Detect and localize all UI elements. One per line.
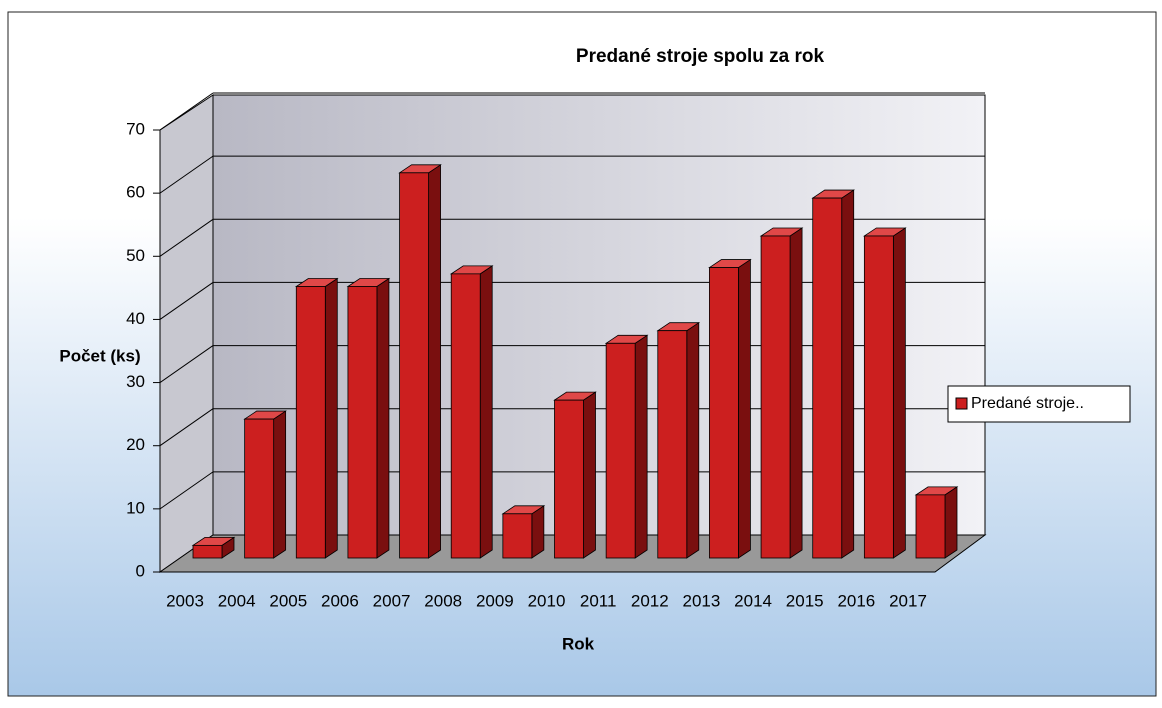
bar	[501, 505, 546, 559]
grid-line	[159, 345, 214, 383]
bar	[294, 277, 339, 559]
x-tick-label: 2014	[734, 591, 772, 610]
y-tick-label: 50	[126, 246, 145, 265]
bar-front	[502, 513, 533, 559]
bar-side	[376, 277, 390, 559]
x-tick-label: 2010	[528, 591, 566, 610]
bar	[656, 321, 701, 559]
x-tick-label: 2006	[321, 591, 359, 610]
grid-line	[159, 408, 214, 447]
legend-swatch	[955, 397, 968, 410]
bar-front	[915, 494, 946, 559]
chart-title: Predané stroje spolu za rok	[576, 46, 825, 67]
x-tick-label: 2011	[580, 591, 617, 610]
bar	[346, 277, 391, 559]
bar-front	[709, 267, 739, 559]
bar-front	[760, 235, 791, 559]
bar-front	[554, 399, 584, 559]
x-tick-label: 2012	[631, 591, 669, 610]
x-tick-label: 2017	[889, 591, 927, 610]
y-tick-label: 10	[126, 498, 145, 517]
x-tick-label: 2003	[166, 591, 204, 610]
grid-line	[159, 282, 214, 320]
legend-box	[947, 385, 1131, 423]
x-tick-label: 2013	[683, 591, 721, 610]
y-tick-label: 30	[126, 372, 145, 391]
bar-front	[812, 197, 843, 559]
bar	[811, 189, 856, 559]
bar-side	[428, 164, 441, 559]
bar-side	[944, 486, 958, 559]
x-tick-label: 2005	[269, 591, 307, 610]
bar-side	[273, 410, 287, 559]
bar-side	[324, 277, 338, 559]
x-tick-label: 2007	[373, 591, 411, 610]
bar-side	[634, 334, 648, 559]
bar	[604, 334, 649, 559]
bar-side	[686, 321, 700, 559]
bar	[191, 536, 236, 559]
x-tick-label: 2016	[837, 591, 875, 610]
bar	[398, 164, 442, 559]
x-axis-label: Rok	[562, 634, 595, 653]
bar	[759, 227, 804, 559]
grid-line	[159, 92, 214, 131]
bar-front	[657, 330, 688, 559]
y-tick-label: 60	[126, 183, 145, 202]
bar-front	[192, 544, 223, 559]
bar-side	[892, 227, 906, 559]
y-tick-label: 70	[126, 119, 145, 138]
x-tick-label: 2015	[786, 591, 824, 610]
y-tick-label: 0	[136, 561, 145, 580]
bar-side	[583, 391, 596, 559]
y-axis-label: Počet (ks)	[59, 346, 140, 365]
y-tick-label: 40	[126, 309, 145, 328]
x-tick-label: 2004	[218, 591, 256, 610]
y-tick-label: 20	[126, 435, 145, 454]
bar-front	[347, 286, 378, 559]
bar-front	[863, 235, 894, 559]
bar-side	[789, 227, 803, 559]
grid-line	[159, 155, 214, 194]
bar	[449, 265, 494, 559]
bar	[708, 258, 752, 559]
bar-front	[244, 418, 275, 559]
bar-side	[738, 258, 751, 559]
x-tick-label: 2008	[424, 591, 462, 610]
bar	[914, 486, 959, 559]
legend-label: Predané stroje..	[971, 395, 1084, 412]
bar-front	[605, 342, 636, 559]
bar-front	[399, 172, 429, 559]
bar-front	[295, 286, 326, 559]
bar-side	[531, 505, 545, 559]
grid-line	[159, 471, 214, 510]
bar-side	[479, 265, 493, 559]
grid-line	[159, 218, 214, 257]
bar-side	[841, 189, 855, 559]
bar-front	[450, 273, 481, 559]
bar	[553, 391, 597, 559]
side-wall	[159, 94, 214, 573]
bar	[863, 227, 907, 559]
x-tick-label: 2009	[476, 591, 514, 610]
bar	[243, 410, 287, 559]
